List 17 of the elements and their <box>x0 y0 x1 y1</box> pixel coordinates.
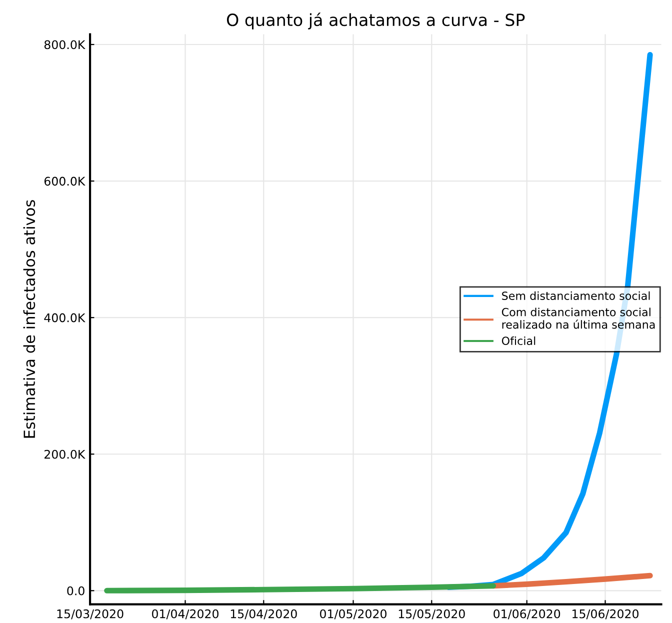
x-tick-label: 15/05/2020 <box>398 609 465 620</box>
y-tick-label: 200.0K <box>44 450 86 459</box>
y-tick-label: 400.0K <box>44 313 86 322</box>
legend-label: Oficial <box>502 336 536 346</box>
legend-label: Com distanciamento social realizado na última semana <box>502 308 655 329</box>
x-tick-label: 01/06/2020 <box>494 609 560 620</box>
legend-label: Sem distanciamento social <box>502 291 650 300</box>
y-axis-title: Estimativa de infectados ativos <box>23 200 36 438</box>
x-tick-label: 15/03/2020 <box>57 609 124 620</box>
x-tick-label: 15/06/2020 <box>572 609 638 620</box>
x-tick-label: 01/05/2020 <box>320 609 386 620</box>
chart-title: O quanto já achatamos a curva - SP <box>226 12 525 30</box>
x-tick-label: 01/04/2020 <box>152 609 218 620</box>
y-tick-label: 800.0K <box>44 40 86 50</box>
y-tick-label: 0.0 <box>67 586 84 596</box>
x-tick-label: 15/04/2020 <box>230 609 297 620</box>
y-tick-label: 600.0K <box>44 176 86 186</box>
